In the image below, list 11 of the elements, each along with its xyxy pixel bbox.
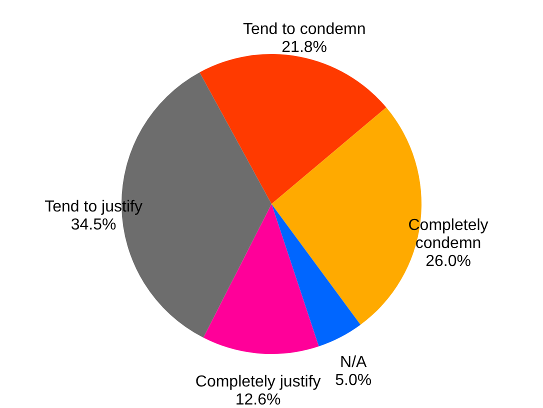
data-label: 12.6% [235, 391, 281, 408]
data-label: 21.8% [282, 39, 328, 56]
slice-label: Completely justify [195, 373, 321, 390]
pie-slice [272, 204, 361, 346]
slice-label: N/A [340, 354, 368, 372]
pie-slice [200, 54, 386, 204]
data-label: 26.0% [426, 252, 471, 270]
data-label: 34.5% [70, 216, 116, 234]
slice-label: Tend to condemn [242, 21, 366, 38]
pie-slice [203, 204, 319, 354]
data-label: 5.0% [335, 372, 372, 390]
